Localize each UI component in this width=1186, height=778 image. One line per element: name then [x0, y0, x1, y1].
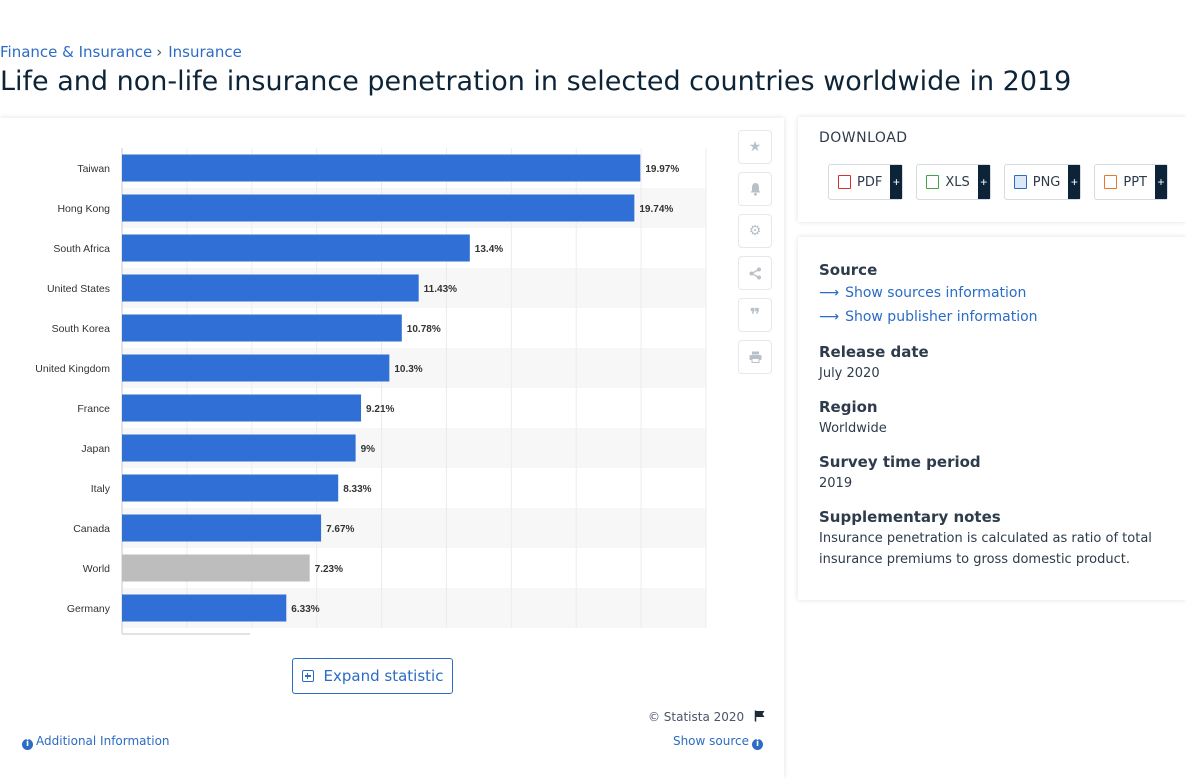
category-label: France: [77, 403, 110, 415]
page-title: Life and non-life insurance penetration …: [0, 66, 1072, 97]
category-label: Hong Kong: [57, 203, 110, 215]
data-label: 13.4%: [475, 244, 503, 255]
show-source-link[interactable]: Show source i: [673, 734, 766, 750]
download-xls-label: XLS: [945, 174, 970, 190]
download-ppt-button[interactable]: PPT +: [1094, 164, 1168, 200]
expand-statistic-label: Expand statistic: [323, 667, 444, 685]
show-publisher-link[interactable]: ⟶ Show publisher information: [819, 309, 1038, 325]
expand-statistic-button[interactable]: Expand statistic: [292, 658, 453, 694]
bar: [122, 234, 470, 262]
ppt-file-icon: [1104, 175, 1118, 189]
bar: [122, 274, 419, 302]
survey-period-heading: Survey time period: [819, 453, 981, 471]
data-label: 10.3%: [394, 364, 422, 375]
statistic-details-panel: Source ⟶ Show sources information ⟶ Show p…: [798, 237, 1186, 600]
download-buttons: PDF + XLS + PNG + PPT +: [828, 164, 1181, 200]
download-ppt-label: PPT: [1123, 174, 1147, 190]
chart-toolbar: ★ ⚙ ❞: [738, 130, 772, 382]
data-label: 11.43%: [424, 284, 457, 295]
release-date-heading: Release date: [819, 343, 929, 361]
copyright-text: © Statista 2020: [647, 710, 745, 724]
info-icon: i: [22, 739, 33, 750]
download-png-label: PNG: [1032, 174, 1061, 190]
bell-icon[interactable]: [738, 172, 772, 206]
category-label: Japan: [81, 443, 110, 455]
data-label: 7.67%: [326, 524, 354, 535]
data-label: 7.23%: [315, 564, 343, 575]
survey-period-value: 2019: [819, 476, 853, 491]
bar: [122, 434, 356, 462]
data-label: 19.74%: [639, 204, 673, 215]
category-label: Canada: [73, 523, 110, 535]
plus-icon: +: [977, 165, 990, 199]
bar: [122, 514, 322, 542]
show-source-label: Show source: [672, 734, 749, 748]
print-icon[interactable]: [738, 340, 772, 374]
download-panel: DOWNLOAD PDF + XLS + PNG + PPT +: [798, 117, 1186, 222]
source-heading: Source: [819, 261, 878, 279]
region-value: Worldwide: [819, 421, 887, 436]
category-label: United States: [47, 283, 110, 295]
flag-icon[interactable]: [754, 710, 766, 722]
copyright: © Statista 2020: [648, 710, 766, 724]
data-label: 9.21%: [366, 404, 394, 415]
bar-chart: Taiwan 19.97% Hong Kong 19.74% South Africa 1…: [35, 148, 707, 635]
bar: [122, 354, 390, 382]
supplementary-notes-value: Insurance penetration is calculated as r…: [819, 531, 1152, 567]
additional-information-label: Additional Information: [36, 734, 170, 748]
category-label: South Africa: [53, 243, 110, 255]
category-label: South Korea: [52, 323, 111, 335]
gear-icon[interactable]: ⚙: [738, 214, 772, 248]
chart-panel: Taiwan 19.97% Hong Kong 19.74% South Africa 1…: [0, 118, 784, 778]
release-date-value: July 2020: [819, 366, 880, 381]
show-sources-link[interactable]: ⟶ Show sources information: [819, 285, 1026, 301]
category-label: World: [83, 563, 110, 575]
bar: [122, 594, 287, 622]
quote-icon[interactable]: ❞: [738, 298, 772, 332]
info-icon: i: [752, 739, 763, 750]
arrow-right-icon: ⟶: [819, 285, 840, 301]
plus-icon: +: [1068, 165, 1081, 199]
data-label: 10.78%: [407, 324, 441, 335]
pdf-file-icon: [838, 175, 851, 189]
star-icon[interactable]: ★: [738, 130, 772, 164]
bar: [122, 474, 339, 502]
bar: [122, 154, 641, 182]
bar: [122, 394, 362, 422]
xls-file-icon: [926, 175, 940, 189]
data-label: 8.33%: [343, 484, 371, 495]
bar: [122, 314, 402, 342]
bar: [122, 194, 635, 222]
show-sources-label: Show sources information: [845, 285, 1027, 301]
bar: [122, 554, 310, 582]
supplementary-notes-heading: Supplementary notes: [819, 508, 1001, 526]
region-heading: Region: [819, 398, 878, 416]
category-label: United Kingdom: [35, 363, 110, 375]
breadcrumb-separator: ›: [156, 43, 163, 61]
download-pdf-button[interactable]: PDF +: [828, 164, 904, 200]
download-pdf-label: PDF: [857, 174, 883, 190]
png-file-icon: [1013, 175, 1027, 189]
download-title: DOWNLOAD: [819, 130, 908, 146]
data-label: 9%: [361, 444, 376, 455]
additional-information-link[interactable]: i Additional Information: [19, 734, 170, 750]
share-icon[interactable]: [738, 256, 772, 290]
category-label: Germany: [67, 603, 111, 615]
breadcrumb-link-insurance[interactable]: Insurance: [168, 43, 242, 61]
breadcrumb-link-finance-insurance[interactable]: Finance & Insurance: [0, 43, 153, 61]
data-label: 19.97%: [645, 164, 679, 175]
breadcrumb: Finance & Insurance › Insurance: [0, 43, 242, 61]
download-png-button[interactable]: PNG +: [1003, 164, 1082, 200]
arrow-right-icon: ⟶: [819, 309, 840, 325]
download-xls-button[interactable]: XLS +: [916, 164, 991, 200]
category-label: Italy: [91, 483, 111, 495]
plus-icon: +: [1155, 165, 1167, 199]
data-label: 6.33%: [291, 604, 319, 615]
category-label: Taiwan: [77, 163, 110, 175]
show-publisher-label: Show publisher information: [845, 309, 1038, 325]
plus-icon: +: [890, 165, 903, 199]
plus-square-icon: [301, 670, 314, 682]
